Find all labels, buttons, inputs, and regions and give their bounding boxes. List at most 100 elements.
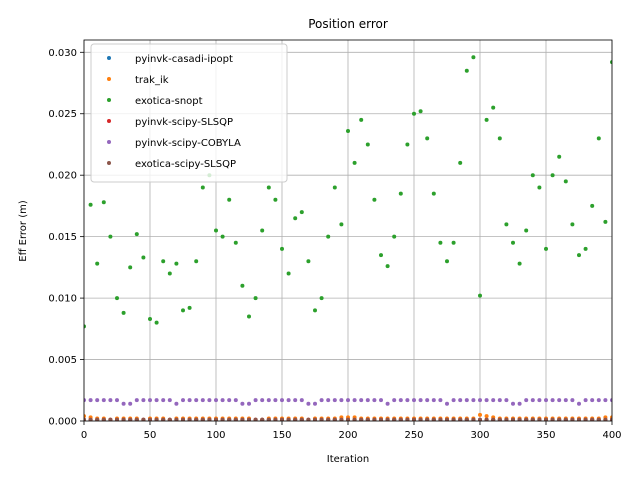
point: [392, 417, 397, 421]
point: [346, 128, 350, 133]
point: [260, 228, 265, 233]
y-tick-label: 0.020: [48, 171, 77, 182]
point: [412, 417, 416, 421]
point: [161, 417, 166, 421]
point: [154, 417, 159, 421]
point: [497, 136, 502, 141]
point: [247, 417, 251, 421]
point: [247, 401, 251, 406]
point: [570, 222, 575, 227]
point: [101, 417, 106, 421]
point: [365, 398, 370, 403]
point: [306, 259, 311, 264]
point: [101, 200, 106, 205]
point: [128, 401, 133, 406]
point: [484, 414, 489, 419]
point: [517, 417, 522, 421]
point: [293, 417, 298, 421]
point: [359, 117, 364, 122]
point: [603, 398, 608, 403]
point: [537, 398, 542, 403]
point: [425, 136, 430, 141]
point: [596, 398, 601, 403]
point: [438, 398, 443, 403]
point: [537, 417, 542, 421]
point: [167, 398, 172, 403]
point: [610, 398, 612, 403]
point: [603, 417, 608, 421]
point: [181, 398, 185, 403]
point: [174, 417, 179, 421]
point: [438, 240, 443, 245]
point: [95, 398, 100, 403]
point: [557, 417, 562, 421]
point: [326, 234, 331, 239]
legend-label: exotica-scipy-SLSQP: [135, 159, 236, 170]
point: [194, 398, 199, 403]
point: [161, 259, 166, 264]
point: [379, 417, 383, 421]
point: [610, 60, 612, 65]
point: [379, 398, 383, 403]
point: [438, 417, 443, 421]
point: [253, 398, 258, 403]
point: [517, 401, 522, 406]
point: [464, 68, 469, 73]
x-tick-label: 50: [144, 430, 157, 441]
point: [148, 316, 152, 321]
point: [227, 417, 232, 421]
point: [280, 417, 284, 421]
point: [115, 398, 119, 403]
point: [108, 417, 113, 421]
x-tick-label: 200: [338, 430, 357, 441]
point: [524, 417, 529, 421]
point: [306, 401, 311, 406]
point: [478, 293, 482, 298]
point: [299, 398, 304, 403]
point: [319, 398, 324, 403]
point: [577, 401, 581, 406]
point: [563, 179, 568, 184]
point: [418, 398, 423, 403]
point: [372, 417, 377, 421]
legend-marker: [107, 77, 111, 81]
point: [181, 417, 185, 421]
point: [596, 417, 601, 421]
legend-label: exotica-snopt: [135, 96, 203, 107]
x-tick-label: 250: [404, 430, 423, 441]
point: [134, 398, 139, 403]
point: [220, 398, 225, 403]
point: [115, 296, 119, 301]
point: [570, 398, 575, 403]
point: [266, 417, 271, 421]
point: [161, 398, 166, 403]
point: [214, 398, 218, 403]
point: [471, 417, 476, 421]
point: [451, 240, 456, 245]
point: [101, 398, 106, 403]
x-tick-label: 300: [470, 430, 489, 441]
point: [214, 228, 218, 233]
point: [286, 417, 291, 421]
point: [398, 417, 403, 421]
point: [319, 296, 324, 301]
point: [352, 160, 357, 165]
point: [200, 398, 205, 403]
point: [200, 417, 205, 421]
point: [141, 398, 146, 403]
legend-box: [90, 43, 288, 183]
point: [557, 398, 562, 403]
x-tick-label: 350: [536, 430, 555, 441]
point: [372, 398, 377, 403]
point: [379, 253, 383, 258]
point: [544, 246, 548, 251]
y-tick-label: 0.000: [48, 417, 77, 428]
point: [451, 417, 456, 421]
point: [491, 398, 496, 403]
point: [385, 417, 390, 421]
point: [88, 202, 93, 207]
legend-label: pyinvk-scipy-SLSQP: [135, 117, 233, 128]
point: [167, 417, 172, 421]
point: [253, 417, 258, 421]
point: [121, 417, 126, 421]
